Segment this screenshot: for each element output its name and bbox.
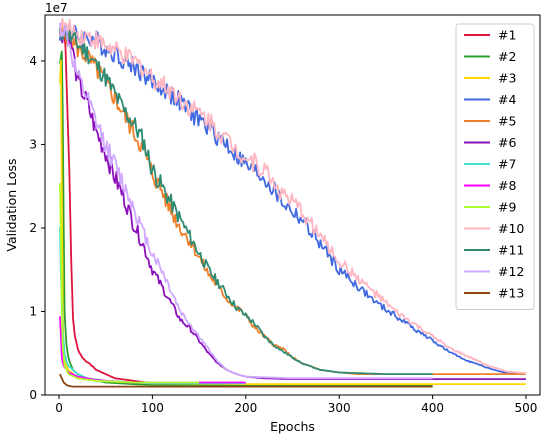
y-tick-label: 3 — [29, 137, 37, 151]
y-tick-label: 4 — [29, 54, 37, 68]
legend-label: #7 — [498, 157, 516, 172]
y-tick-label: 0 — [29, 388, 37, 402]
legend-label: #5 — [498, 114, 516, 129]
y-axis-label: Validation Loss — [4, 158, 19, 251]
legend-label: #8 — [498, 178, 516, 193]
series-line-13 — [59, 373, 433, 388]
series-line-12 — [59, 22, 433, 380]
legend-label: #1 — [498, 28, 516, 43]
legend-label: #3 — [498, 71, 516, 86]
x-tick-label: 100 — [141, 401, 164, 415]
legend-label: #6 — [498, 135, 516, 150]
series-line-7 — [59, 227, 246, 385]
x-tick-label: 300 — [328, 401, 351, 415]
x-tick-label: 0 — [55, 401, 63, 415]
y-axis-offset-label: 1e7 — [45, 1, 68, 15]
legend-label: #13 — [498, 286, 524, 301]
legend-label: #10 — [498, 221, 524, 236]
y-tick-label: 2 — [29, 221, 37, 235]
series-line-4 — [59, 24, 526, 376]
axis-ticks: 0 100 200 300 400 500 0 1 2 3 4 — [29, 54, 537, 415]
x-axis-label: Epochs — [270, 419, 315, 434]
series-line-9 — [59, 183, 200, 384]
legend-label: #11 — [498, 243, 524, 258]
series-layer — [59, 17, 527, 388]
legend-label: #2 — [498, 49, 516, 64]
plot-area-frame — [44, 14, 541, 396]
x-tick-label: 500 — [515, 401, 538, 415]
x-tick-label: 200 — [234, 401, 257, 415]
series-line-8 — [59, 316, 246, 384]
legend-label: #4 — [498, 92, 516, 107]
series-line-10 — [59, 17, 527, 375]
series-line-11 — [59, 25, 433, 376]
series-line-1 — [59, 25, 433, 386]
y-tick-label: 1 — [29, 304, 37, 318]
legend: #1 #2 #3 #4 #5 #6 #7 #8 #9 #10 #11 #12 #13 — [455, 23, 535, 310]
legend-box — [455, 23, 535, 310]
x-tick-label: 400 — [421, 401, 444, 415]
legend-label: #12 — [498, 264, 524, 279]
legend-label: #9 — [498, 200, 516, 215]
